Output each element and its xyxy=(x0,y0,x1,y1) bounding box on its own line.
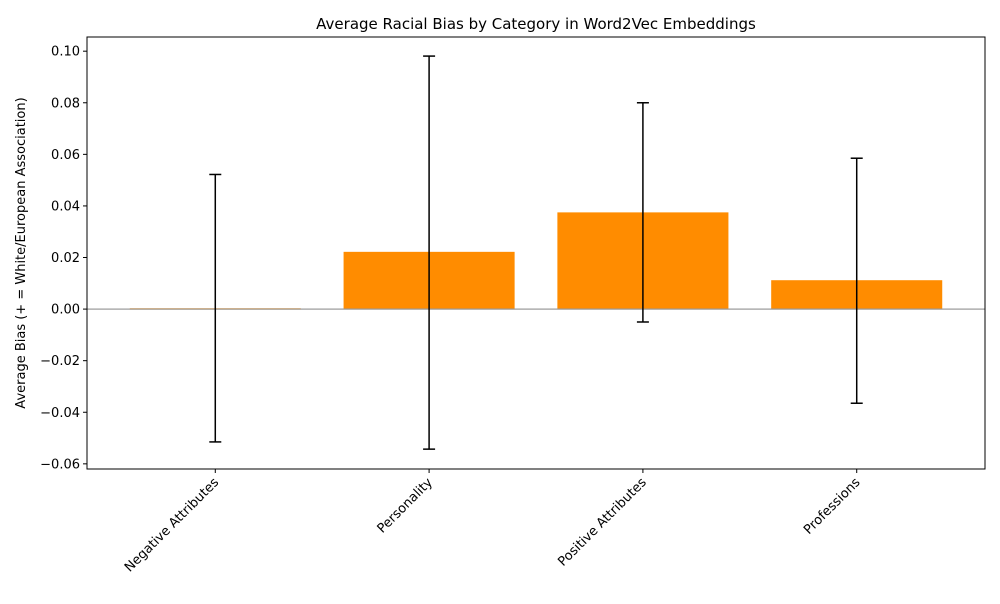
y-tick-label: 0.10 xyxy=(51,45,80,60)
x-tick-label: Professions xyxy=(801,475,864,538)
x-tick-label: Positive Attributes xyxy=(555,475,650,570)
y-tick-label: 0.02 xyxy=(51,251,80,266)
x-tick-label: Personality xyxy=(375,475,436,536)
plot-frame xyxy=(86,36,986,470)
y-tick-label: −0.06 xyxy=(40,457,80,472)
y-tick-label: 0.06 xyxy=(51,148,80,163)
y-tick-label: 0.00 xyxy=(51,303,80,318)
y-tick-label: −0.02 xyxy=(40,354,80,369)
y-tick-label: 0.08 xyxy=(51,96,80,111)
y-tick-label: 0.04 xyxy=(51,199,80,214)
chart-title: Average Racial Bias by Category in Word2… xyxy=(316,15,756,33)
x-tick-label: Negative Attributes xyxy=(122,475,222,575)
y-tick-label: −0.04 xyxy=(40,406,80,421)
plot-area: −0.06 −0.04 −0.02 0.00 0.02 0.04 0.06 0.08 0.10 N… xyxy=(40,36,986,575)
y-axis-label: Average Bias (+ = White/European Associa… xyxy=(14,97,29,408)
